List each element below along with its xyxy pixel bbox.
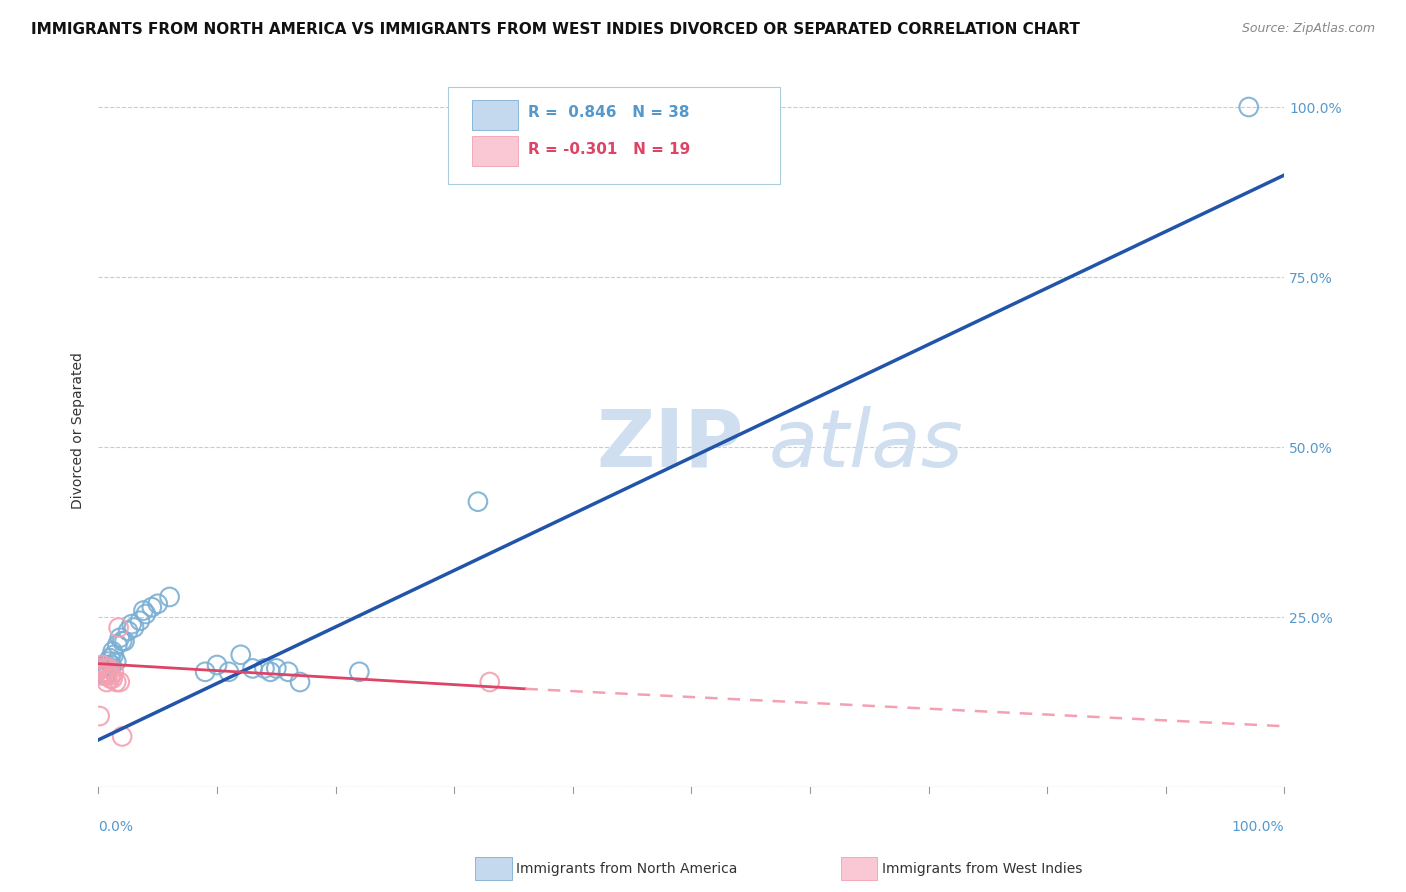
Point (266, 661, 288, 675)
Point (91, 668, 114, 682)
Point (135, 607, 157, 621)
Text: Source: ZipAtlas.com: Source: ZipAtlas.com (1241, 22, 1375, 36)
Point (91, 658, 114, 673)
Point (91, 661, 114, 675)
Point (194, 665, 217, 679)
Point (97, 668, 120, 682)
Point (111, 730, 134, 744)
Text: 0.0%: 0.0% (98, 820, 134, 834)
Point (111, 634, 134, 648)
Point (98, 672, 121, 686)
Point (103, 648, 125, 662)
Point (97, 655, 120, 669)
Point (122, 621, 145, 635)
Point (89, 709, 111, 723)
Point (288, 675, 311, 690)
Point (1237, 100, 1260, 114)
Point (205, 658, 228, 673)
Point (93, 665, 115, 679)
Point (96, 675, 118, 690)
Point (129, 614, 152, 628)
Point (89, 661, 111, 675)
Point (96, 658, 118, 673)
Text: 100.0%: 100.0% (1232, 820, 1284, 834)
Text: IMMIGRANTS FROM NORTH AMERICA VS IMMIGRANTS FROM WEST INDIES DIVORCED OR SEPARAT: IMMIGRANTS FROM NORTH AMERICA VS IMMIGRA… (31, 22, 1080, 37)
Point (218, 665, 240, 679)
Point (98, 661, 121, 675)
Point (98, 661, 121, 675)
Point (108, 631, 131, 645)
Point (91, 658, 114, 673)
Point (242, 661, 264, 675)
Point (114, 634, 136, 648)
Point (94, 668, 117, 682)
Point (117, 624, 139, 638)
Point (229, 648, 252, 662)
Point (100, 668, 122, 682)
Point (467, 494, 489, 508)
Point (108, 675, 131, 690)
Point (100, 658, 122, 673)
Point (159, 590, 181, 604)
Point (101, 644, 124, 658)
Point (98, 651, 121, 665)
Point (478, 675, 501, 690)
Point (105, 655, 128, 669)
Point (141, 600, 163, 615)
Y-axis label: Divorced or Separated: Divorced or Separated (72, 351, 86, 508)
Text: Immigrants from North America: Immigrants from North America (516, 862, 737, 876)
Point (107, 638, 129, 652)
Text: R = -0.301   N = 19: R = -0.301 N = 19 (527, 142, 690, 157)
FancyBboxPatch shape (449, 87, 780, 184)
Text: Immigrants from West Indies: Immigrants from West Indies (882, 862, 1083, 876)
Point (132, 603, 155, 617)
Point (253, 661, 276, 675)
Point (90, 668, 112, 682)
Point (121, 617, 143, 632)
Text: atlas: atlas (769, 406, 963, 483)
FancyBboxPatch shape (472, 136, 519, 166)
Point (93, 665, 115, 679)
Point (101, 672, 124, 686)
Point (349, 665, 371, 679)
Text: ZIP: ZIP (596, 406, 744, 483)
Point (105, 675, 128, 690)
Point (103, 665, 125, 679)
Point (107, 621, 129, 635)
Text: R =  0.846   N = 38: R = 0.846 N = 38 (527, 105, 689, 120)
Point (277, 665, 299, 679)
FancyBboxPatch shape (472, 100, 519, 130)
Point (94, 661, 117, 675)
Point (259, 665, 281, 679)
Point (146, 597, 169, 611)
